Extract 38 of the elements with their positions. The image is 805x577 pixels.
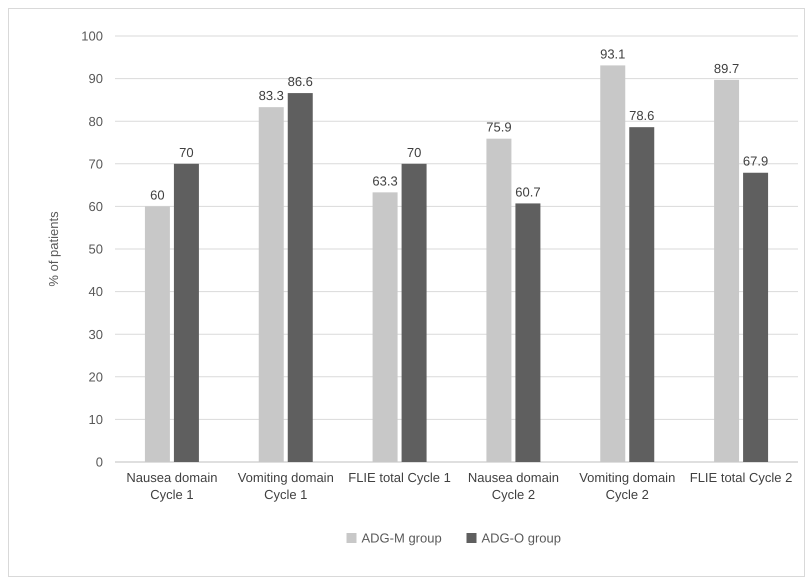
legend-label: ADG-M group	[362, 530, 442, 546]
data-label: 86.6	[288, 74, 313, 90]
y-tick-label: 60	[88, 198, 103, 214]
x-tick-label: Nausea domain Cycle 1	[126, 470, 218, 502]
bar	[743, 172, 768, 462]
data-label: 70	[179, 144, 194, 160]
bar	[515, 203, 540, 462]
data-label: 67.9	[742, 154, 768, 169]
data-label: 83.3	[258, 88, 284, 104]
x-tick-label: FLIE total Cycle 2	[690, 470, 792, 485]
x-tick-label: Vomiting domain Cycle 1	[238, 470, 334, 502]
legend-label: ADG-O group	[482, 530, 561, 546]
data-label: 60.7	[515, 184, 541, 200]
x-tick-label: Vomiting domain Cycle 2	[579, 470, 676, 502]
y-tick-label: 50	[88, 242, 103, 257]
y-tick-label: 90	[88, 71, 103, 86]
y-tick-label: 40	[88, 284, 103, 300]
y-tick-label: 30	[88, 326, 103, 342]
data-label: 75.9	[486, 120, 512, 135]
x-tick-label: FLIE total Cycle 1	[348, 470, 451, 485]
data-label: 89.7	[714, 60, 740, 76]
y-tick-label: 80	[88, 114, 103, 129]
x-tick-label: Nausea domain Cycle 2	[468, 470, 559, 502]
y-tick-label: 20	[88, 369, 103, 384]
bar	[174, 164, 199, 462]
y-tick-label: 10	[88, 412, 103, 427]
y-axis-title: % of patients	[46, 210, 61, 287]
y-tick-label: 100	[81, 28, 103, 44]
bar	[288, 93, 313, 462]
data-label: 70	[406, 144, 422, 160]
data-label: 60	[150, 187, 165, 202]
bar	[629, 127, 654, 462]
data-label: 93.1	[600, 46, 626, 62]
y-tick-label: 0	[96, 454, 103, 470]
y-tick-label: 70	[88, 156, 103, 172]
bar	[402, 164, 427, 462]
data-label: 63.3	[372, 173, 398, 188]
data-label: 78.6	[629, 108, 654, 124]
